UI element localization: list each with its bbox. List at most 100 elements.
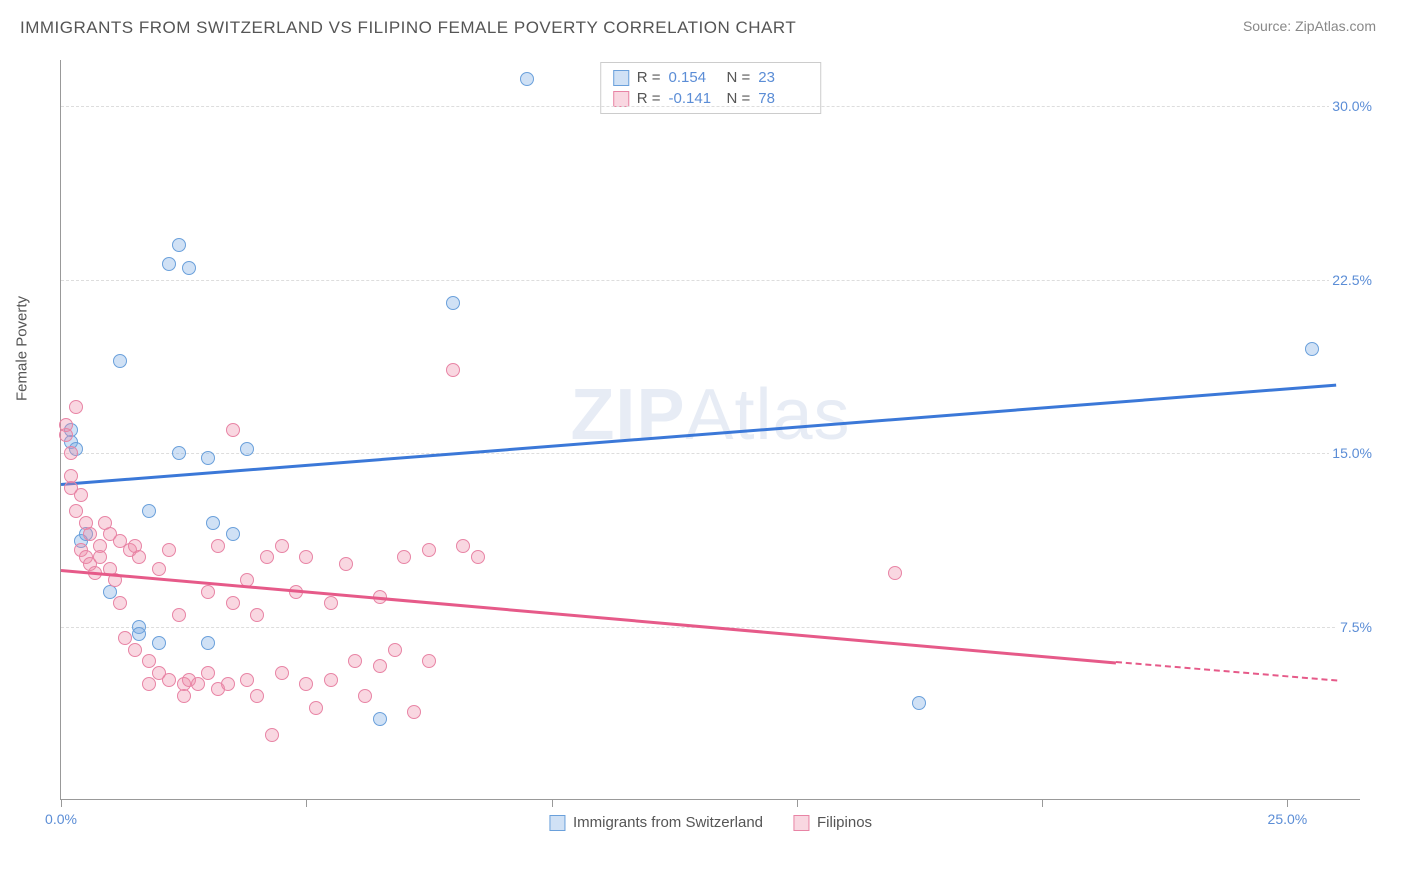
x-tick: [306, 799, 307, 807]
data-point: [250, 689, 264, 703]
data-point: [172, 238, 186, 252]
legend-item-2: Filipinos: [793, 814, 872, 831]
plot-area: ZIPAtlas R = 0.154 N = 23 R = -0.141 N =…: [60, 60, 1360, 800]
data-point: [201, 451, 215, 465]
data-point: [211, 539, 225, 553]
data-point: [240, 442, 254, 456]
data-point: [113, 596, 127, 610]
legend-label-1: Immigrants from Switzerland: [573, 814, 763, 831]
n-label: N =: [727, 90, 751, 107]
swatch-series-2: [793, 815, 809, 831]
legend-item-1: Immigrants from Switzerland: [549, 814, 763, 831]
legend-label-2: Filipinos: [817, 814, 872, 831]
data-point: [388, 643, 402, 657]
source-label: Source: ZipAtlas.com: [1243, 18, 1376, 34]
data-point: [446, 363, 460, 377]
bottom-legend: Immigrants from Switzerland Filipinos: [549, 814, 872, 831]
data-point: [132, 550, 146, 564]
data-point: [309, 701, 323, 715]
chart-container: Female Poverty ZIPAtlas R = 0.154 N = 23…: [50, 60, 1370, 830]
data-point: [275, 539, 289, 553]
gridline: [61, 106, 1360, 107]
data-point: [128, 643, 142, 657]
data-point: [226, 423, 240, 437]
y-tick-label: 15.0%: [1329, 445, 1375, 461]
data-point: [162, 673, 176, 687]
data-point: [113, 354, 127, 368]
data-point: [265, 728, 279, 742]
data-point: [132, 627, 146, 641]
data-point: [275, 666, 289, 680]
n-label: N =: [727, 69, 751, 86]
data-point: [373, 659, 387, 673]
data-point: [348, 654, 362, 668]
stats-row-1: R = 0.154 N = 23: [613, 67, 809, 88]
data-point: [172, 446, 186, 460]
trend-line-dash: [1116, 661, 1337, 681]
data-point: [64, 469, 78, 483]
x-tick: [1042, 799, 1043, 807]
gridline: [61, 280, 1360, 281]
swatch-series-2: [613, 91, 629, 107]
data-point: [177, 689, 191, 703]
data-point: [240, 673, 254, 687]
data-point: [69, 400, 83, 414]
x-tick: [552, 799, 553, 807]
x-tick: [61, 799, 62, 807]
x-tick-label: 0.0%: [45, 811, 77, 827]
data-point: [142, 677, 156, 691]
data-point: [201, 585, 215, 599]
data-point: [912, 696, 926, 710]
r-value-1: 0.154: [669, 69, 719, 86]
data-point: [324, 673, 338, 687]
data-point: [397, 550, 411, 564]
gridline: [61, 453, 1360, 454]
data-point: [226, 596, 240, 610]
data-point: [520, 72, 534, 86]
data-point: [162, 257, 176, 271]
data-point: [407, 705, 421, 719]
data-point: [59, 418, 73, 432]
data-point: [206, 516, 220, 530]
watermark: ZIPAtlas: [570, 374, 850, 456]
x-tick: [797, 799, 798, 807]
chart-title: IMMIGRANTS FROM SWITZERLAND VS FILIPINO …: [20, 18, 796, 38]
data-point: [142, 504, 156, 518]
x-tick-label: 25.0%: [1268, 811, 1308, 827]
r-label: R =: [637, 90, 661, 107]
n-value-1: 23: [758, 69, 808, 86]
data-point: [172, 608, 186, 622]
data-point: [64, 446, 78, 460]
data-point: [1305, 342, 1319, 356]
data-point: [152, 636, 166, 650]
data-point: [226, 527, 240, 541]
data-point: [339, 557, 353, 571]
data-point: [74, 488, 88, 502]
r-label: R =: [637, 69, 661, 86]
data-point: [373, 712, 387, 726]
y-axis-label: Female Poverty: [14, 296, 31, 401]
data-point: [324, 596, 338, 610]
data-point: [422, 543, 436, 557]
data-point: [456, 539, 470, 553]
data-point: [446, 296, 460, 310]
data-point: [221, 677, 235, 691]
swatch-series-1: [549, 815, 565, 831]
data-point: [201, 666, 215, 680]
data-point: [250, 608, 264, 622]
data-point: [358, 689, 372, 703]
trend-line: [61, 384, 1337, 486]
data-point: [260, 550, 274, 564]
data-point: [162, 543, 176, 557]
y-tick-label: 22.5%: [1329, 272, 1375, 288]
r-value-2: -0.141: [669, 90, 719, 107]
data-point: [888, 566, 902, 580]
trend-line: [61, 569, 1116, 664]
data-point: [152, 562, 166, 576]
x-tick: [1287, 799, 1288, 807]
data-point: [422, 654, 436, 668]
y-tick-label: 7.5%: [1337, 619, 1375, 635]
data-point: [201, 636, 215, 650]
swatch-series-1: [613, 70, 629, 86]
data-point: [191, 677, 205, 691]
